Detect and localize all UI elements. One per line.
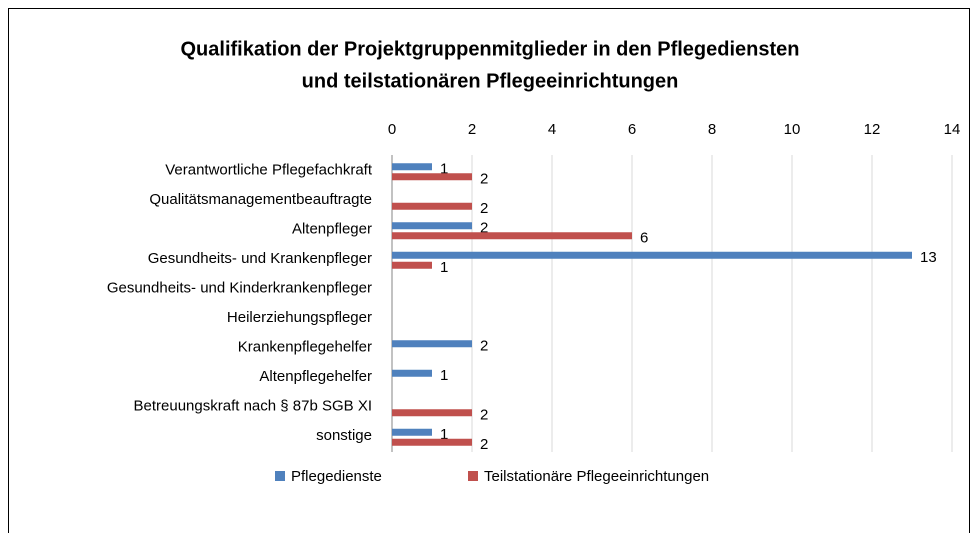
- data-label: 2: [480, 338, 488, 355]
- y-tick-label: Altenpflegehelfer: [259, 368, 372, 385]
- data-label: 2: [480, 200, 488, 217]
- data-label: 6: [640, 230, 648, 247]
- x-tick-label: 6: [628, 121, 636, 138]
- x-tick-label: 8: [708, 121, 716, 138]
- bar: [392, 173, 472, 181]
- legend-swatch: [275, 471, 285, 481]
- y-tick-label: Gesundheits- und Krankenpfleger: [148, 250, 372, 267]
- y-tick-label: Gesundheits- und Kinderkrankenpfleger: [107, 280, 372, 297]
- x-tick-label: 14: [944, 121, 961, 138]
- y-tick-label: sonstige: [316, 427, 372, 444]
- bar: [392, 428, 432, 436]
- chart-title: Qualifikation der Projektgruppenmitglied…: [181, 38, 800, 60]
- bar: [392, 163, 432, 171]
- data-label: 2: [480, 436, 488, 453]
- y-tick-label: Krankenpflegehelfer: [238, 339, 372, 356]
- legend-label: Pflegedienste: [291, 468, 382, 485]
- bar: [392, 261, 432, 269]
- y-tick-label: Altenpfleger: [292, 221, 372, 238]
- bar: [392, 369, 432, 377]
- data-label: 1: [440, 259, 448, 276]
- legend-label: Teilstationäre Pflegeeinrichtungen: [484, 468, 709, 485]
- bar: [392, 202, 472, 210]
- x-tick-label: 2: [468, 121, 476, 138]
- chart-title: und teilstationären Pflegeeinrichtungen: [302, 70, 679, 92]
- y-tick-label: Betreuungskraft nach § 87b SGB XI: [134, 398, 372, 415]
- bar: [392, 409, 472, 417]
- data-label: 13: [920, 249, 937, 266]
- data-label: 2: [480, 220, 488, 237]
- bar: [392, 340, 472, 348]
- data-label: 1: [440, 426, 448, 443]
- y-tick-label: Qualitätsmanagementbeauftragte: [149, 191, 372, 208]
- chart-border: [8, 8, 970, 533]
- x-tick-label: 0: [388, 121, 396, 138]
- legend-swatch: [468, 471, 478, 481]
- x-tick-label: 12: [864, 121, 881, 138]
- y-tick-label: Heilerziehungspfleger: [227, 309, 372, 326]
- x-tick-label: 4: [548, 121, 556, 138]
- data-label: 1: [440, 367, 448, 384]
- data-label: 1: [440, 161, 448, 178]
- bar: [392, 222, 472, 230]
- bar: [392, 251, 912, 259]
- bar: [392, 232, 632, 240]
- data-label: 2: [480, 407, 488, 424]
- x-tick-label: 10: [784, 121, 801, 138]
- data-label: 2: [480, 171, 488, 188]
- bar: [392, 438, 472, 446]
- y-tick-label: Verantwortliche Pflegefachkraft: [165, 162, 373, 179]
